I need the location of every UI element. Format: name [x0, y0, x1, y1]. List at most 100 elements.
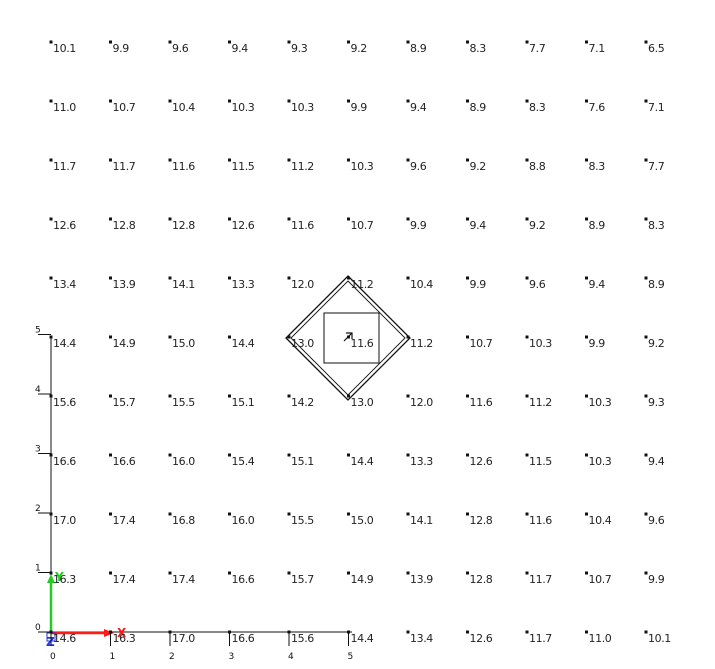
grid-point-marker — [585, 99, 588, 103]
grid-point-marker — [585, 571, 588, 575]
grid-value-label: 9.9 — [410, 219, 427, 232]
grid-value-label: 17.4 — [113, 573, 136, 586]
grid-value-label: 9.9 — [589, 337, 606, 350]
grid-point-marker — [49, 276, 53, 280]
grid-point-marker — [644, 99, 648, 103]
grid-value-label: 10.1 — [648, 632, 671, 645]
grid-value-label: 11.2 — [410, 337, 433, 350]
grid-value-label: 12.8 — [470, 573, 493, 586]
x-tick-label: 0 — [50, 652, 56, 662]
grid-point-marker — [168, 99, 172, 103]
grid-point-marker — [406, 394, 410, 398]
grid-point-marker — [109, 99, 112, 103]
grid-value-label: 17.4 — [113, 514, 136, 527]
grid-value-label: 11.6 — [291, 219, 314, 232]
grid-point-marker — [109, 394, 112, 398]
grid-value-label: 10.3 — [529, 337, 552, 350]
grid-point-marker — [585, 40, 588, 44]
grid-value-label: 12.6 — [232, 219, 255, 232]
grid-point-marker — [109, 512, 112, 516]
grid-point-marker — [525, 40, 529, 44]
grid-point-marker — [525, 512, 529, 516]
grid-point-marker — [287, 276, 291, 280]
grid-point-marker — [49, 453, 53, 457]
grid-point-marker — [49, 630, 53, 634]
grid-point-marker — [168, 40, 172, 44]
grid-point-marker — [49, 217, 53, 221]
grid-point-marker — [644, 335, 648, 339]
grid-point-marker — [287, 99, 291, 103]
grid-value-label: 11.5 — [529, 455, 552, 468]
grid-value-label: 10.3 — [589, 455, 612, 468]
grid-point-marker — [466, 158, 469, 162]
grid-point-marker — [287, 335, 291, 339]
grid-point-marker — [644, 512, 648, 516]
grid-point-marker — [109, 335, 112, 339]
grid-value-label: 12.0 — [291, 278, 314, 291]
grid-value-label: 14.4 — [53, 337, 76, 350]
ticks-layer: 0 1 2 3 4 5 0 1 2 3 4 5 — [35, 326, 353, 663]
grid-point-marker — [406, 40, 410, 44]
grid-value-label: 7.7 — [648, 160, 665, 173]
grid-point-marker — [347, 630, 350, 634]
grid-point-marker — [644, 40, 648, 44]
grid-value-label: 10.3 — [351, 160, 374, 173]
grid-value-label: 10.3 — [291, 101, 314, 114]
grid-point-marker — [466, 630, 469, 634]
grid-point-marker — [525, 217, 529, 221]
grid-point-marker — [347, 99, 350, 103]
grid-point-marker — [109, 630, 112, 634]
grid-value-label: 15.0 — [172, 337, 195, 350]
grid-point-marker — [347, 217, 350, 221]
grid-point-marker — [109, 217, 112, 221]
grid-value-label: 11.6 — [351, 337, 374, 350]
x-tick-label: 4 — [288, 652, 294, 662]
grid-point-marker — [168, 276, 172, 280]
grid-point-marker — [49, 512, 53, 516]
grid-point-marker — [644, 158, 648, 162]
grid-value-label: 16.6 — [53, 455, 76, 468]
grid-value-label: 14.2 — [291, 396, 314, 409]
grid-point-marker — [347, 158, 350, 162]
grid-value-label: 13.9 — [113, 278, 136, 291]
grid-point-marker — [168, 630, 172, 634]
grid-value-label: 11.6 — [470, 396, 493, 409]
grid-point-marker — [644, 276, 648, 280]
grid-value-label: 10.4 — [410, 278, 433, 291]
grid-point-marker — [585, 217, 588, 221]
y-tick-label: 3 — [35, 445, 41, 455]
grid-value-label: 11.7 — [53, 160, 76, 173]
grid-value-label: 10.1 — [53, 42, 76, 55]
grid-point-marker — [406, 453, 410, 457]
grid-point-marker — [49, 571, 53, 575]
y-axis-letter: Y — [54, 570, 64, 584]
grid-value-label: 15.6 — [53, 396, 76, 409]
grid-point-marker — [228, 571, 231, 575]
grid-value-label: 10.4 — [172, 101, 195, 114]
grid-value-label: 10.3 — [232, 101, 255, 114]
grid-value-label: 16.3 — [53, 573, 76, 586]
grid-point-marker — [406, 335, 410, 339]
grid-point-marker — [525, 394, 529, 398]
grid-point-marker — [228, 217, 231, 221]
grid-point-marker — [287, 40, 291, 44]
grid-point-marker — [228, 276, 231, 280]
grid-point-marker — [287, 158, 291, 162]
grid-value-label: 15.7 — [113, 396, 136, 409]
grid-point-marker — [466, 217, 469, 221]
grid-value-label: 9.6 — [410, 160, 427, 173]
grid-value-label: 11.2 — [291, 160, 314, 173]
grid-point-marker — [347, 571, 350, 575]
grid-point-marker — [466, 394, 469, 398]
grid-value-label: 7.1 — [648, 101, 664, 114]
grid-value-label: 11.7 — [529, 573, 552, 586]
grid-value-label: 13.9 — [410, 573, 433, 586]
grid-value-label: 10.7 — [351, 219, 374, 232]
grid-point-marker — [109, 158, 112, 162]
grid-point-marker — [466, 453, 469, 457]
grid-value-label: 11.2 — [529, 396, 552, 409]
grid-value-label: 15.6 — [291, 632, 314, 645]
grid-value-label: 16.6 — [113, 455, 136, 468]
grid-point-marker — [228, 512, 231, 516]
